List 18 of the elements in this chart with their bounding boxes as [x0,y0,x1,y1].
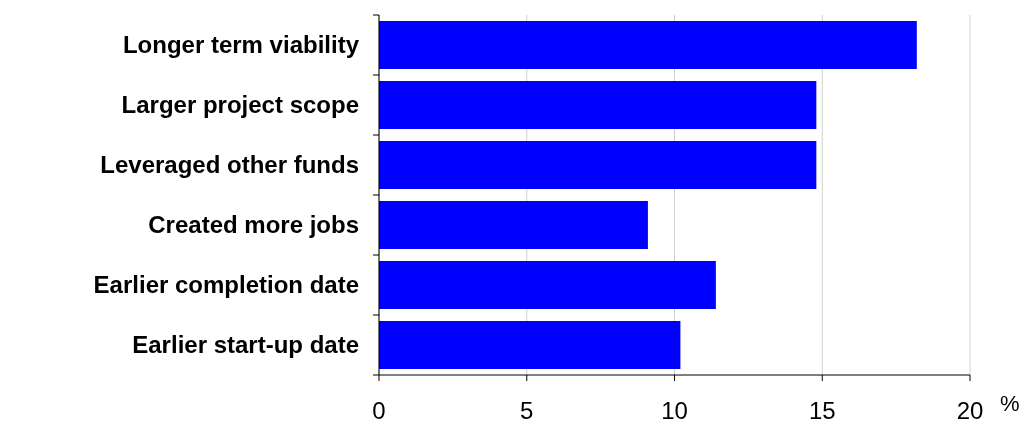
x-axis-title: % [1000,391,1020,416]
y-tick-label: Leveraged other funds [100,151,359,179]
x-tick-label: 15 [808,397,836,424]
y-tick-label: Larger project scope [121,91,359,119]
bar [379,261,716,309]
x-tick-label: 0 [372,397,386,424]
bar [379,141,817,189]
bar [379,21,917,69]
x-tick-label: 20 [956,397,984,424]
y-tick-label: Earlier start-up date [132,331,359,359]
x-tick-label: 5 [520,397,534,424]
y-tick-label: Longer term viability [122,31,360,59]
bar [379,201,648,249]
x-tick-label: 10 [661,397,688,424]
y-tick-label: Created more jobs [148,211,359,239]
y-tick-label: Earlier completion date [93,271,359,299]
bar [379,321,681,369]
bar [379,81,817,129]
